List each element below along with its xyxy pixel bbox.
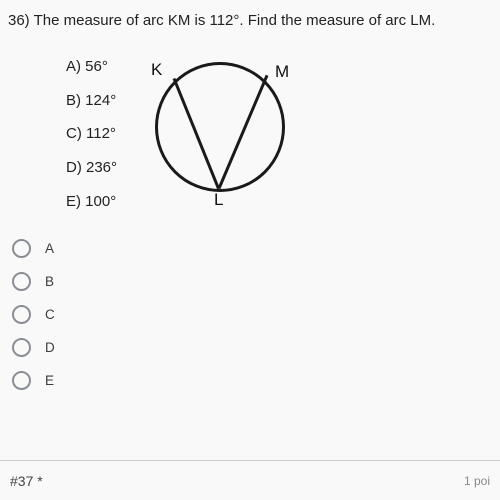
radio-option-b[interactable]: B xyxy=(12,272,492,291)
problem-wrap: A) 56° B) 124° C) 112° D) 236° E) 100° K… xyxy=(8,50,492,219)
question-number: 36) xyxy=(8,12,30,29)
points-label: 1 poi xyxy=(464,474,490,488)
radio-icon xyxy=(12,371,31,390)
answer-c: C) 112° xyxy=(66,117,117,151)
answer-list: A) 56° B) 124° C) 112° D) 236° E) 100° xyxy=(8,50,117,219)
question-stem: The measure of arc KM is 112°. Find the … xyxy=(34,12,436,29)
label-l: L xyxy=(214,190,223,210)
answer-b: B) 124° xyxy=(66,84,117,118)
question-panel: 36) The measure of arc KM is 112°. Find … xyxy=(0,0,500,460)
answer-e: E) 100° xyxy=(66,185,117,219)
label-k: K xyxy=(151,60,162,80)
radio-label: B xyxy=(45,274,54,289)
radio-option-a[interactable]: A xyxy=(12,239,492,258)
radio-label: E xyxy=(45,373,54,388)
footer-bar: #37 * 1 poi xyxy=(0,460,500,500)
radio-option-c[interactable]: C xyxy=(12,305,492,324)
answer-a: A) 56° xyxy=(66,50,117,84)
label-m: M xyxy=(275,62,289,82)
radio-option-e[interactable]: E xyxy=(12,371,492,390)
radio-group: A B C D E xyxy=(8,239,492,390)
diagram: K M L xyxy=(137,44,307,214)
answer-d: D) 236° xyxy=(66,151,117,185)
radio-option-d[interactable]: D xyxy=(12,338,492,357)
radio-icon xyxy=(12,272,31,291)
radio-label: D xyxy=(45,340,55,355)
radio-label: A xyxy=(45,241,54,256)
radio-icon xyxy=(12,305,31,324)
radio-icon xyxy=(12,239,31,258)
question-text: 36) The measure of arc KM is 112°. Find … xyxy=(8,10,492,32)
radio-label: C xyxy=(45,307,55,322)
next-question-ref: #37 * xyxy=(10,473,43,489)
radio-icon xyxy=(12,338,31,357)
